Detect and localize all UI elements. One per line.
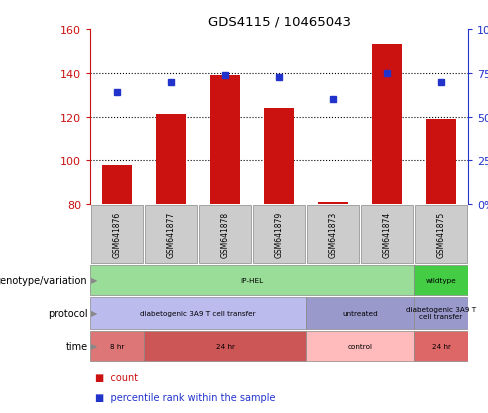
Text: 8 hr: 8 hr <box>110 343 124 349</box>
Text: ■  count: ■ count <box>95 372 138 382</box>
Text: GSM641878: GSM641878 <box>221 211 229 257</box>
Text: untreated: untreated <box>342 310 378 316</box>
Bar <box>414 206 468 263</box>
Bar <box>306 297 414 329</box>
Bar <box>90 265 414 295</box>
Bar <box>144 331 306 361</box>
Text: ▶: ▶ <box>91 309 97 318</box>
Text: 24 hr: 24 hr <box>431 343 450 349</box>
Text: GSM641874: GSM641874 <box>383 211 391 257</box>
Bar <box>210 76 240 204</box>
Bar <box>306 331 414 361</box>
Bar <box>414 331 468 361</box>
Text: GSM641877: GSM641877 <box>166 211 176 257</box>
Bar <box>102 165 132 204</box>
Text: ■  percentile rank within the sample: ■ percentile rank within the sample <box>95 392 275 402</box>
Text: 24 hr: 24 hr <box>216 343 235 349</box>
Bar <box>414 297 468 329</box>
Title: GDS4115 / 10465043: GDS4115 / 10465043 <box>207 16 350 29</box>
Bar <box>144 206 198 263</box>
Bar <box>372 45 402 204</box>
Bar <box>361 206 413 263</box>
Text: diabetogenic 3A9 T cell transfer: diabetogenic 3A9 T cell transfer <box>140 310 256 316</box>
Bar <box>253 206 305 263</box>
Text: wildtype: wildtype <box>426 277 456 283</box>
Text: protocol: protocol <box>48 308 87 318</box>
Bar <box>199 206 251 263</box>
Text: diabetogenic 3A9 T
cell transfer: diabetogenic 3A9 T cell transfer <box>406 307 476 320</box>
Bar <box>156 115 186 204</box>
Text: genotype/variation: genotype/variation <box>0 275 87 285</box>
Bar <box>318 202 348 204</box>
Text: ▶: ▶ <box>91 342 97 351</box>
Text: control: control <box>347 343 372 349</box>
Bar <box>91 206 143 263</box>
Bar <box>90 297 306 329</box>
Bar <box>426 119 456 204</box>
Bar <box>306 206 360 263</box>
Text: IP-HEL: IP-HEL <box>241 277 264 283</box>
Bar <box>264 109 294 204</box>
Text: GSM641879: GSM641879 <box>274 211 284 257</box>
Text: GSM641873: GSM641873 <box>328 211 338 257</box>
Text: time: time <box>65 341 87 351</box>
Bar <box>414 265 468 295</box>
Text: ▶: ▶ <box>91 276 97 285</box>
Bar <box>90 331 144 361</box>
Text: GSM641876: GSM641876 <box>113 211 122 257</box>
Text: GSM641875: GSM641875 <box>436 211 446 257</box>
